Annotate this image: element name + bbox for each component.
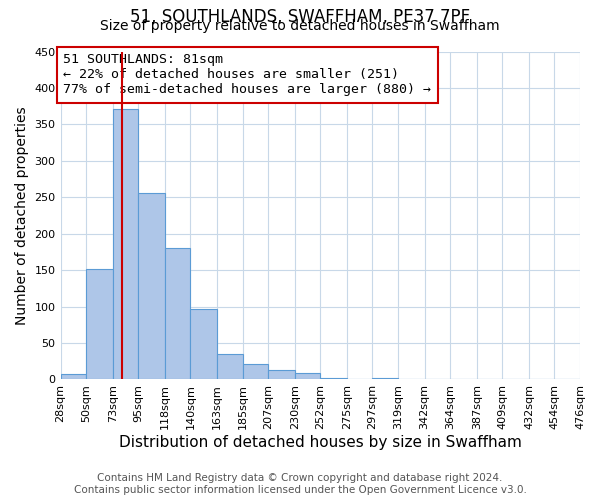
Bar: [165, 248, 190, 380]
Bar: [61, 374, 86, 380]
Bar: [217, 354, 242, 380]
Bar: [320, 378, 347, 380]
Text: 51, SOUTHLANDS, SWAFFHAM, PE37 7PF: 51, SOUTHLANDS, SWAFFHAM, PE37 7PF: [130, 8, 470, 26]
Bar: [242, 364, 268, 380]
Bar: [268, 370, 295, 380]
Bar: [373, 378, 398, 380]
Text: Size of property relative to detached houses in Swaffham: Size of property relative to detached ho…: [100, 19, 500, 33]
Y-axis label: Number of detached properties: Number of detached properties: [15, 106, 29, 325]
Bar: [190, 309, 217, 380]
Bar: [113, 109, 138, 380]
Text: Contains HM Land Registry data © Crown copyright and database right 2024.
Contai: Contains HM Land Registry data © Crown c…: [74, 474, 526, 495]
Text: 51 SOUTHLANDS: 81sqm
← 22% of detached houses are smaller (251)
77% of semi-deta: 51 SOUTHLANDS: 81sqm ← 22% of detached h…: [63, 53, 431, 96]
Bar: [138, 193, 165, 380]
Bar: [86, 268, 113, 380]
Bar: [295, 373, 320, 380]
X-axis label: Distribution of detached houses by size in Swaffham: Distribution of detached houses by size …: [119, 435, 522, 450]
